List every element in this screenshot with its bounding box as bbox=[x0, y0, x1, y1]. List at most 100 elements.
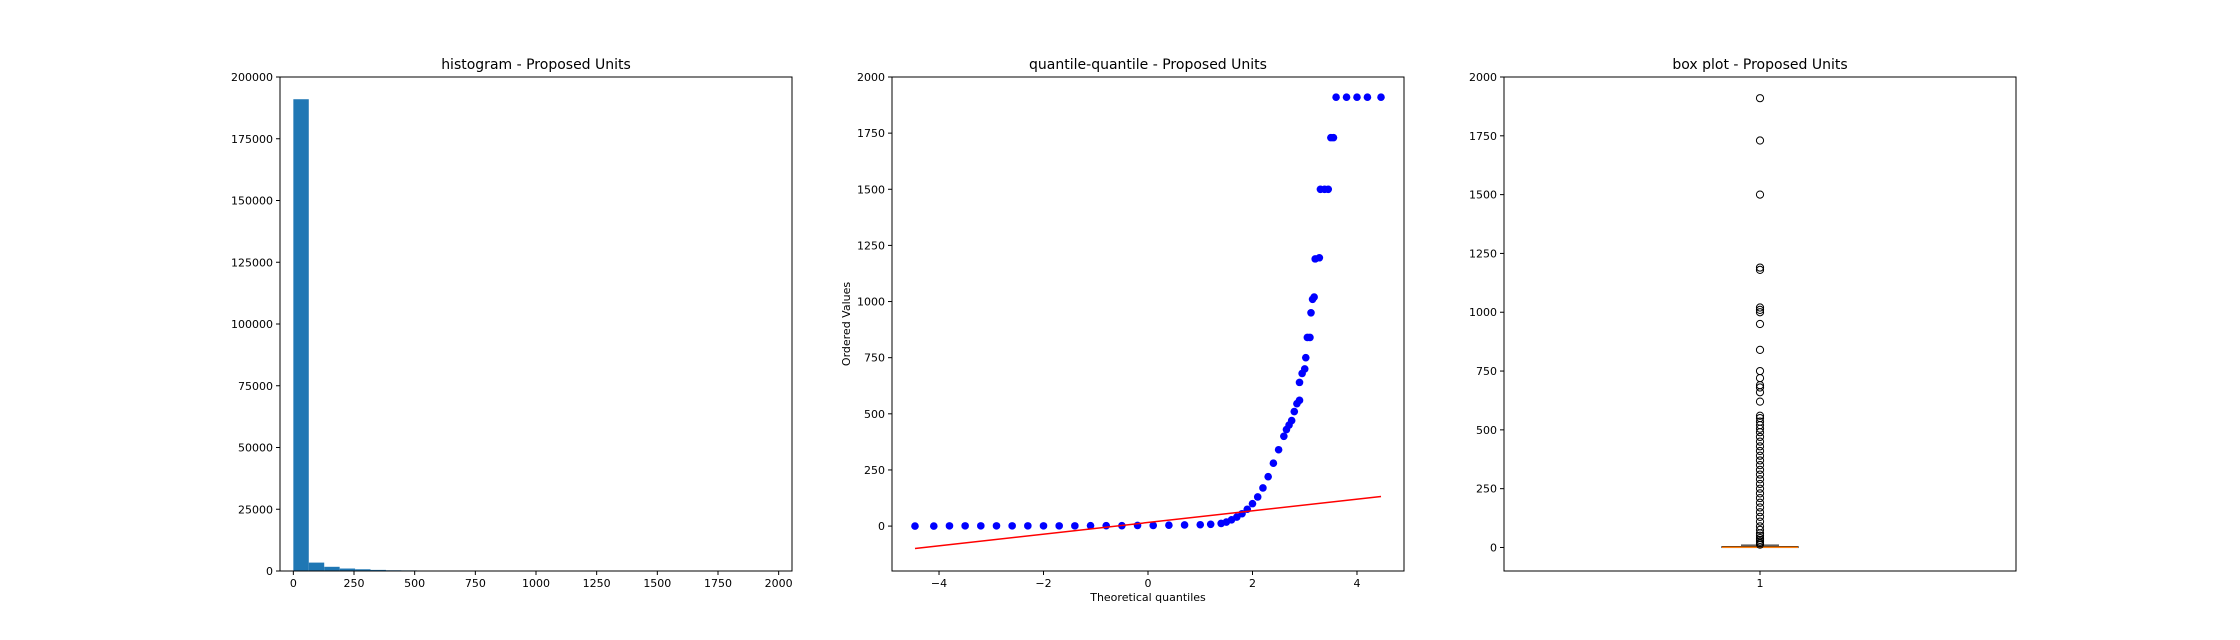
histogram-x-tick-label: 250 bbox=[344, 577, 365, 590]
histogram-title: histogram - Proposed Units bbox=[441, 57, 631, 73]
boxplot-y-tick-label: 1750 bbox=[1469, 130, 1497, 143]
boxplot-outlier bbox=[1755, 94, 1765, 103]
histogram-bar bbox=[308, 562, 325, 571]
boxplot-outliers bbox=[1755, 94, 1765, 549]
histogram-y-tick-label: 200000 bbox=[231, 71, 273, 84]
qq-y-tick-label: 1750 bbox=[857, 127, 885, 140]
qq-point bbox=[1248, 499, 1257, 508]
boxplot-y-tick-label: 750 bbox=[1476, 365, 1497, 378]
boxplot-outlier bbox=[1755, 493, 1765, 503]
qq-point bbox=[1253, 493, 1262, 501]
histogram-x-tick-label: 500 bbox=[404, 577, 425, 590]
boxplot-outlier bbox=[1755, 413, 1765, 423]
qq-y-tick-label: 250 bbox=[864, 464, 885, 477]
boxplot-y-tick-label: 500 bbox=[1476, 424, 1497, 437]
qq-y-tick-label: 2000 bbox=[857, 71, 885, 84]
boxplot-outlier bbox=[1755, 503, 1765, 512]
qq-point bbox=[1310, 293, 1318, 301]
qq-y-tick-label: 1000 bbox=[857, 296, 885, 309]
histogram-x-tick-label: 2000 bbox=[765, 577, 793, 590]
histogram-y-tick-label: 150000 bbox=[231, 195, 273, 208]
qq-point bbox=[1280, 432, 1288, 441]
boxplot-outlier bbox=[1755, 451, 1765, 460]
histogram-y-tick-label: 75000 bbox=[238, 380, 273, 393]
boxplot-outlier bbox=[1755, 308, 1765, 317]
boxplot-outlier bbox=[1755, 319, 1765, 329]
boxplot-panel: box plot - Proposed Units 1 0 250 500 750 10… bbox=[1469, 57, 2017, 590]
qq-y-tick-label: 0 bbox=[878, 520, 885, 533]
qq-point bbox=[911, 522, 919, 530]
qq-point bbox=[1274, 445, 1283, 454]
boxplot-outlier bbox=[1755, 461, 1765, 470]
qq-point bbox=[1307, 308, 1315, 317]
histogram-x-tick-label: 1250 bbox=[583, 577, 611, 590]
histogram-y-tick-label: 0 bbox=[266, 565, 273, 578]
qq-point bbox=[929, 522, 938, 530]
boxplot-y-tick-label: 1500 bbox=[1469, 189, 1497, 202]
qq-point bbox=[1363, 93, 1372, 102]
qq-x-tick-label: 4 bbox=[1353, 577, 1360, 590]
histogram-x-tick-label: 1500 bbox=[643, 577, 671, 590]
qq-point bbox=[1295, 396, 1304, 405]
qq-point bbox=[1259, 484, 1267, 492]
qq-point bbox=[1024, 522, 1032, 530]
boxplot-outlier bbox=[1755, 303, 1765, 312]
qq-point bbox=[1342, 93, 1351, 102]
qq-point bbox=[1295, 378, 1304, 387]
qq-x-tick-label: −2 bbox=[1035, 577, 1051, 590]
boxplot-outlier bbox=[1755, 522, 1765, 531]
boxplot-title: box plot - Proposed Units bbox=[1672, 57, 1847, 73]
qq-x-tick-label: −4 bbox=[931, 577, 947, 590]
qq-point bbox=[1269, 459, 1278, 468]
qq-point bbox=[1287, 416, 1296, 425]
qq-point bbox=[961, 522, 969, 530]
qq-point bbox=[977, 522, 985, 530]
qq-point bbox=[992, 522, 1001, 530]
histogram-bar bbox=[324, 566, 340, 571]
qq-x-axis-label: Theoretical quantiles bbox=[1089, 591, 1206, 604]
boxplot-outlier bbox=[1755, 498, 1765, 507]
boxplot-y-tick-label: 0 bbox=[1490, 541, 1497, 554]
histogram-x-tick-label: 0 bbox=[290, 577, 297, 590]
boxplot-x-tick-label: 1 bbox=[1757, 577, 1764, 590]
histogram-bar bbox=[339, 568, 356, 571]
histogram-x-ticks: 0 250 500 750 1000 1250 1500 1750 2000 bbox=[290, 571, 793, 590]
boxplot-outlier bbox=[1755, 265, 1765, 274]
qq-point bbox=[1196, 520, 1205, 529]
qq-point bbox=[945, 522, 954, 530]
boxplot-outlier bbox=[1755, 517, 1765, 526]
boxplot-outlier bbox=[1755, 470, 1765, 479]
boxplot-y-tick-label: 2000 bbox=[1469, 71, 1497, 84]
qq-points bbox=[911, 93, 1385, 530]
boxplot-outlier bbox=[1755, 263, 1765, 272]
histogram-x-tick-label: 750 bbox=[465, 577, 486, 590]
boxplot-outlier bbox=[1755, 383, 1765, 392]
qq-x-tick-label: 2 bbox=[1249, 577, 1256, 590]
boxplot-outlier bbox=[1755, 479, 1765, 489]
boxplot-outlier bbox=[1755, 475, 1765, 484]
boxplot-outlier bbox=[1755, 432, 1765, 442]
qq-point bbox=[1149, 521, 1158, 530]
boxplot-outlier bbox=[1755, 437, 1765, 446]
histogram-axes-frame bbox=[279, 76, 793, 572]
qq-point bbox=[1086, 521, 1095, 530]
qq-point bbox=[1300, 365, 1309, 373]
histogram-bar bbox=[293, 99, 309, 571]
boxplot-outlier bbox=[1755, 484, 1765, 493]
qq-point bbox=[1301, 353, 1310, 362]
qq-fit-line bbox=[914, 495, 1382, 550]
qq-title: quantile-quantile - Proposed Units bbox=[1029, 57, 1267, 73]
qq-point bbox=[1008, 522, 1016, 530]
histogram-x-tick-label: 1750 bbox=[704, 577, 732, 590]
qq-point bbox=[1055, 522, 1063, 530]
histogram-bar bbox=[370, 569, 386, 571]
boxplot-outlier bbox=[1755, 417, 1765, 426]
histogram-panel: histogram - Proposed Units 0 250 500 750 100… bbox=[231, 57, 793, 590]
boxplot-outlier bbox=[1755, 533, 1765, 543]
qq-point bbox=[1264, 472, 1272, 481]
qq-point bbox=[1102, 521, 1111, 530]
qq-axes-frame bbox=[891, 76, 1405, 572]
qq-point bbox=[1165, 521, 1173, 529]
